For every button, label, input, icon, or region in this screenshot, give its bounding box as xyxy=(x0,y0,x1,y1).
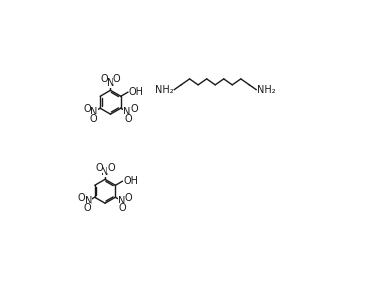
Text: N: N xyxy=(107,78,114,88)
Text: O: O xyxy=(119,203,126,213)
Text: N: N xyxy=(118,196,125,206)
Text: O: O xyxy=(124,114,132,124)
Text: O: O xyxy=(83,104,91,114)
Text: O: O xyxy=(84,203,92,213)
Text: O: O xyxy=(89,114,97,124)
Text: N: N xyxy=(90,107,98,117)
Text: O: O xyxy=(113,74,120,83)
Text: O: O xyxy=(107,163,115,173)
Text: N: N xyxy=(101,168,109,177)
Text: N: N xyxy=(123,107,131,117)
Text: NH₂: NH₂ xyxy=(257,85,276,94)
Text: OH: OH xyxy=(123,176,138,186)
Text: N: N xyxy=(85,196,92,206)
Text: NH₂: NH₂ xyxy=(155,85,173,94)
Text: O: O xyxy=(78,193,85,203)
Text: O: O xyxy=(125,193,132,203)
Text: O: O xyxy=(101,74,108,83)
Text: OH: OH xyxy=(128,87,143,97)
Text: O: O xyxy=(95,163,103,173)
Text: O: O xyxy=(130,104,138,114)
